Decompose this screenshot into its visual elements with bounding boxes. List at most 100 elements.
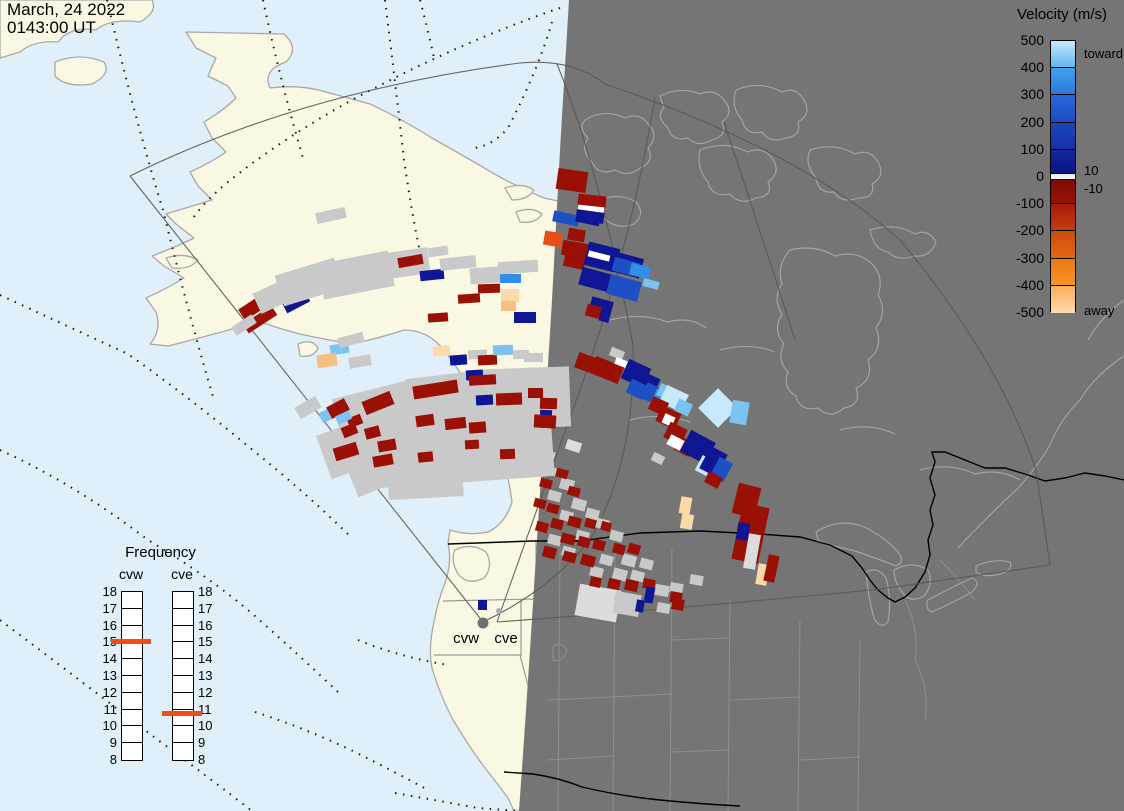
- frequency-marker-cvw: [111, 638, 151, 644]
- velocity-tick-label: 200: [1020, 113, 1044, 130]
- velocity-tick-label: 100: [1020, 140, 1044, 157]
- ladder-cell: [122, 676, 142, 693]
- velocity-cell: [579, 553, 597, 568]
- frequency-tick-label: 16: [102, 617, 117, 633]
- fov-edge-cvw-east: [482, 63, 634, 623]
- velocity-cell: [499, 448, 516, 460]
- velocity-cell: [514, 312, 536, 323]
- radar-name-cvw: cvw: [118, 566, 144, 582]
- velocity-cell: [578, 266, 616, 294]
- velocity-cell: [699, 446, 728, 477]
- velocity-cell: [427, 245, 449, 258]
- frequency-tick-label: 13: [198, 668, 213, 683]
- velocity-cell: [468, 421, 487, 434]
- frequency-tick-label: 12: [198, 684, 213, 700]
- velocity-cell: [326, 398, 350, 419]
- velocity-cell: [417, 451, 434, 463]
- fov-edge-cve-west: [496, 96, 656, 623]
- frequency-tick-label: 13: [102, 668, 117, 683]
- ladder-cell: [122, 659, 142, 676]
- ladder-cell: [122, 743, 142, 760]
- velocity-cell: [559, 532, 577, 546]
- velocity-cell: [464, 439, 480, 450]
- coastline-siberia: [0, 0, 155, 59]
- velocity-cell: [612, 590, 642, 618]
- frequency-tick-label: 12: [102, 684, 117, 700]
- velocity-cell: [567, 227, 586, 243]
- colorbar-segment: [1051, 122, 1075, 150]
- velocity-cell: [642, 278, 660, 290]
- velocity-cell: [729, 399, 750, 426]
- velocity-cell: [501, 301, 516, 311]
- velocity-cell: [566, 515, 583, 529]
- velocity-cell: [678, 496, 693, 515]
- velocity-cell: [574, 583, 622, 623]
- frequency-tick-label: 11: [198, 701, 212, 717]
- velocity-cell: [591, 538, 607, 552]
- velocity-cell: [546, 502, 560, 515]
- frequency-tick-label: 18: [102, 584, 117, 599]
- velocity-cell: [605, 274, 643, 302]
- velocity-cell: [542, 230, 564, 248]
- velocity-cell: [704, 471, 723, 489]
- frequency-ladder-cvw: [121, 591, 143, 761]
- ladder-cell: [122, 642, 142, 660]
- velocity-cell: [561, 550, 578, 564]
- velocity-cell: [589, 356, 625, 384]
- lake-erie: [926, 577, 978, 613]
- time-label: 0143:00 UT: [7, 18, 96, 37]
- fov-beam-line: [723, 121, 796, 341]
- frequency-tick-label: 11: [103, 701, 118, 717]
- velocity-cell: [432, 345, 451, 357]
- velocity-cell: [643, 586, 656, 604]
- velocity-legend: Velocity (m/s) 500 400 300 200 100 0 -100 -200 -…: [1000, 6, 1124, 326]
- frequency-tick-label: 17: [198, 600, 213, 616]
- velocity-cell: [638, 557, 655, 571]
- velocity-cell: [501, 289, 519, 302]
- velocity-cell: [477, 354, 498, 366]
- velocity-cell: [587, 250, 611, 262]
- velocity-cell: [575, 211, 601, 227]
- velocity-cells: [231, 168, 780, 623]
- velocity-cell: [584, 507, 601, 521]
- velocity-cell: [763, 554, 780, 583]
- velocity-cell: [468, 374, 497, 386]
- velocity-cell: [735, 522, 751, 541]
- velocity-cell: [332, 441, 360, 462]
- ladder-cell: [173, 743, 193, 760]
- velocity-cell: [555, 467, 569, 480]
- ladder-cell: [122, 710, 142, 727]
- velocity-cell: [337, 331, 365, 349]
- us-canada-border: [532, 451, 1124, 603]
- velocity-cell: [552, 210, 580, 227]
- velocity-cell: [549, 517, 565, 531]
- velocity-cell: [534, 520, 550, 534]
- velocity-cell: [449, 354, 468, 366]
- velocity-cell: [541, 545, 558, 560]
- velocity-cell: [419, 268, 445, 282]
- frequency-tick-label: 8: [198, 752, 206, 767]
- velocity-cell: [588, 565, 605, 579]
- night-coastlines: [581, 84, 1124, 626]
- velocity-cell: [628, 262, 652, 280]
- velocity-cell: [546, 489, 563, 503]
- velocity-cell: [623, 578, 640, 593]
- velocity-cell: [348, 456, 400, 498]
- velocity-cell: [608, 346, 626, 361]
- velocity-cell: [598, 301, 614, 323]
- header-datetime: March, 24 2022 0143:00 UT: [7, 1, 125, 37]
- colorbar-segment: [1051, 95, 1075, 123]
- velocity-cell: [577, 193, 607, 209]
- velocity-cell: [444, 416, 467, 431]
- velocity-cell: [555, 168, 589, 193]
- velocity-cell: [500, 274, 521, 283]
- velocity-cell: [743, 533, 761, 570]
- coastline-vancouver-island: [452, 545, 491, 582]
- radar-label-cve: cve: [494, 630, 518, 647]
- velocity-cell: [334, 410, 353, 425]
- velocity-cell: [415, 413, 435, 428]
- radar-site-dot: [477, 617, 489, 629]
- frequency-ladder-cve: [172, 591, 194, 761]
- fov-edge-cve-south: [496, 564, 1051, 623]
- velocity-cell: [671, 598, 685, 611]
